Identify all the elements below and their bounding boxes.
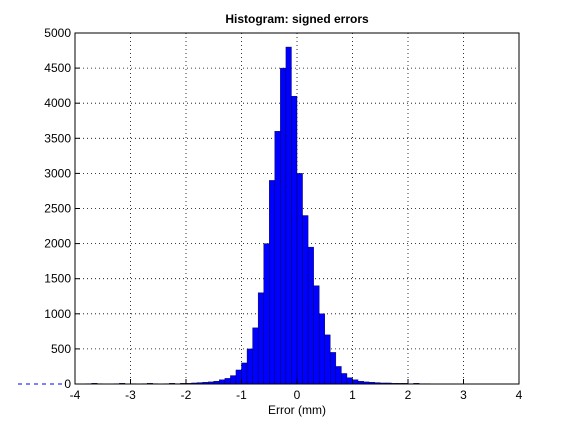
x-axis-label: Error (mm): [268, 403, 326, 417]
bar: [307, 246, 314, 385]
bar: [235, 369, 242, 385]
bar: [291, 95, 298, 385]
bar: [346, 377, 353, 385]
bar: [319, 313, 325, 385]
y-tick-label: 500: [51, 342, 71, 356]
y-tick-label: 1000: [44, 307, 71, 321]
x-tick-label: -4: [70, 388, 81, 402]
y-tick-label: 1500: [44, 272, 71, 286]
bar: [230, 375, 237, 385]
y-tick-label: 4500: [44, 61, 71, 75]
bar: [341, 373, 348, 385]
ticks: -4 -3 -2 -1 0 1 2 3 4 0 500 1000 1500 2000 2500 3000 350…: [44, 26, 522, 402]
x-tick-label: 0: [294, 388, 301, 402]
y-tick-label: 3000: [44, 166, 71, 180]
bar: [324, 334, 331, 385]
x-tick-label: -1: [236, 388, 247, 402]
y-tick-label: 2500: [44, 202, 71, 216]
chart-title: Histogram: signed errors: [225, 12, 369, 26]
y-tick-label: 4000: [44, 96, 71, 110]
x-tick-label: 4: [516, 388, 523, 402]
y-tick-label: 0: [64, 377, 71, 391]
y-tick-label: 3500: [44, 131, 71, 145]
bar: [224, 378, 231, 385]
x-tick-label: -2: [181, 388, 192, 402]
bar: [313, 285, 320, 385]
bar: [252, 327, 259, 385]
bar: [285, 46, 292, 385]
x-tick-label: 1: [349, 388, 356, 402]
bar: [330, 352, 337, 385]
y-tick-label: 5000: [44, 26, 71, 40]
bar: [352, 379, 359, 385]
x-tick-label: -3: [125, 388, 136, 402]
bar: [335, 366, 342, 385]
axes-frame: [74, 32, 520, 385]
bar: [269, 180, 276, 385]
bar: [302, 215, 309, 385]
bar: [296, 173, 303, 385]
bar: [241, 362, 248, 385]
bar: [274, 131, 281, 385]
bar: [263, 243, 270, 385]
bar: [257, 292, 264, 385]
y-tick-label: 2000: [44, 237, 71, 251]
bar: [246, 348, 253, 385]
x-tick-label: 2: [405, 388, 412, 402]
bar: [280, 67, 287, 385]
bar: [219, 379, 226, 385]
x-tick-label: 3: [460, 388, 467, 402]
